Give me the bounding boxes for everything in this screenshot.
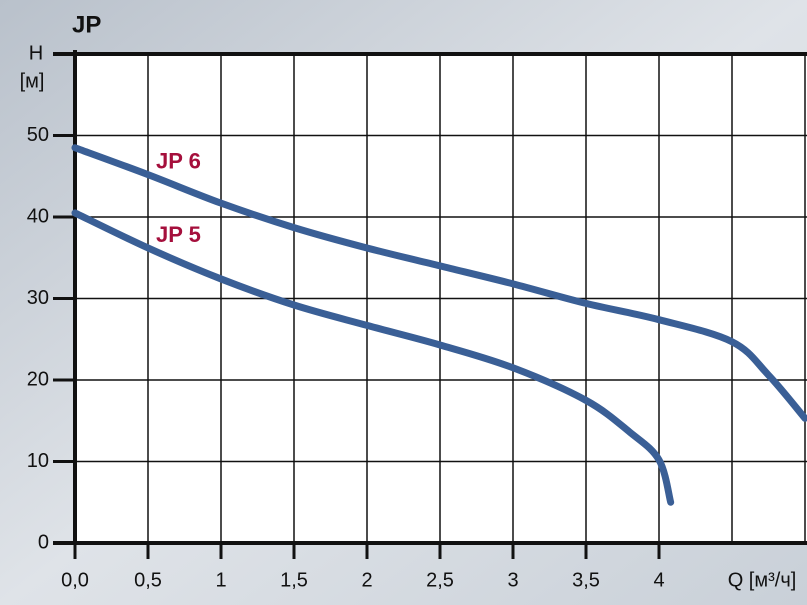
y-tick-label: 0	[38, 531, 49, 553]
y-tick-label: 30	[27, 287, 49, 309]
series-line	[71, 144, 807, 422]
series-line	[71, 209, 675, 506]
x-axis-label: Q [м³/ч]	[728, 569, 797, 591]
x-tick-label: 2	[361, 569, 372, 591]
x-tick-label: 1,5	[280, 569, 308, 591]
y-tick-label: 10	[27, 450, 49, 472]
y-axis-label: H	[29, 42, 43, 64]
x-tick-label: 0,5	[134, 569, 162, 591]
chart-title: JP	[72, 11, 101, 38]
x-tick-label: 4	[653, 569, 664, 591]
x-tick-label: 0,0	[61, 569, 89, 591]
x-tick-label: 2,5	[426, 569, 454, 591]
y-tick-label: 40	[27, 205, 49, 227]
x-tick-label: 3	[507, 569, 518, 591]
x-tick-label: 3,5	[572, 569, 600, 591]
series-label: JP 5	[156, 222, 201, 247]
series-label: JP 6	[156, 148, 201, 173]
y-axis-unit: [м]	[20, 70, 45, 92]
x-tick-label: 1	[215, 569, 226, 591]
y-tick-label: 50	[27, 124, 49, 146]
y-tick-label: 20	[27, 368, 49, 390]
